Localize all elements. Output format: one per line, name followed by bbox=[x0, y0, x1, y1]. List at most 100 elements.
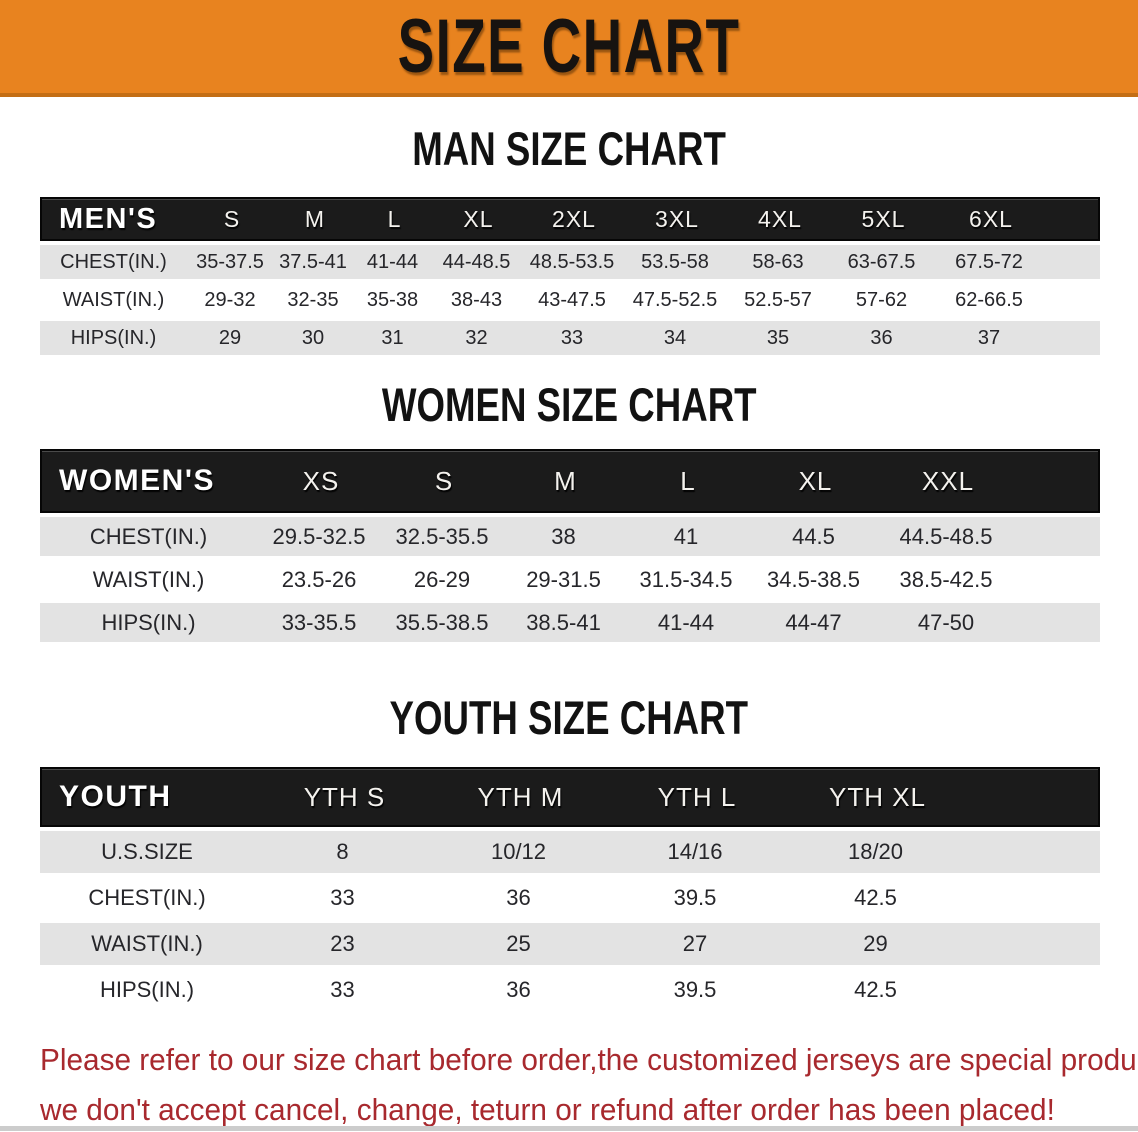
cell-value: 32 bbox=[465, 326, 488, 349]
table-title-cell: YOUTH bbox=[59, 780, 172, 813]
cell-value: 29 bbox=[218, 326, 242, 349]
row-label: WAIST(IN.) bbox=[92, 566, 205, 592]
cell-value: 18/20 bbox=[847, 839, 904, 864]
column-header: 3XL bbox=[655, 205, 699, 232]
cell-value: 29-31.5 bbox=[526, 566, 601, 592]
cell-value: 36 bbox=[870, 326, 893, 349]
column-header: XL bbox=[798, 465, 833, 496]
spacer-cell bbox=[1013, 517, 1100, 556]
cell-value: 38-43 bbox=[450, 288, 503, 311]
cell-value: 37 bbox=[977, 326, 1001, 349]
column-header: XS bbox=[302, 465, 340, 496]
column-header: M bbox=[554, 465, 577, 496]
cell-value: 25 bbox=[506, 931, 531, 956]
cell-value: 33 bbox=[560, 326, 584, 349]
table-row: U.S.SIZE 8 10/12 14/16 18/20 bbox=[40, 831, 1100, 873]
table-header-row: MEN'S S M L XL 2XL 3XL 4XL 5XL 6XL bbox=[40, 197, 1100, 241]
table-row: WAIST(IN.) 23 25 27 29 bbox=[40, 923, 1100, 965]
table-row: WAIST(IN.) 29-32 32-35 35-38 38-43 43-47.5 47.… bbox=[40, 283, 1100, 317]
cell-value: 23.5-26 bbox=[281, 566, 357, 592]
cell-value: 44.5-48.5 bbox=[899, 523, 993, 549]
banner: SIZE CHART bbox=[0, 0, 1138, 97]
column-header: M bbox=[304, 205, 326, 232]
cell-value: 27 bbox=[682, 931, 708, 956]
table-header-row: YOUTH YTH S YTH M YTH L YTH XL bbox=[40, 767, 1100, 827]
cell-value: 33 bbox=[330, 885, 355, 910]
cell-value: 38.5-42.5 bbox=[899, 566, 993, 592]
cell-value: 39.5 bbox=[673, 977, 717, 1002]
cell-value: 41-44 bbox=[366, 250, 419, 273]
cell-value: 34 bbox=[663, 326, 687, 349]
row-label: HIPS(IN.) bbox=[101, 609, 196, 635]
spacer-cell bbox=[1046, 199, 1102, 239]
cell-value: 38.5-41 bbox=[526, 609, 601, 635]
cell-value: 37.5-41 bbox=[279, 250, 347, 273]
youth-section-title-text: YOUTH SIZE CHART bbox=[389, 690, 749, 744]
column-header: YTH S bbox=[303, 781, 386, 812]
cell-value: 33-35.5 bbox=[281, 609, 357, 635]
man-section-title-text: MAN SIZE CHART bbox=[412, 121, 726, 175]
spacer-cell bbox=[967, 831, 1100, 873]
women-size-table: WOMEN'S XS S M L XL XXL CHEST(IN.) 29.5-32.5 32.5… bbox=[40, 449, 1100, 642]
spacer-cell bbox=[1044, 321, 1100, 355]
row-label: U.S.SIZE bbox=[101, 839, 193, 864]
row-label: WAIST(IN.) bbox=[91, 931, 203, 956]
table-row: HIPS(IN.) 29 30 31 32 33 34 35 36 37 bbox=[40, 321, 1100, 355]
column-header: S bbox=[434, 465, 454, 496]
row-label: HIPS(IN.) bbox=[70, 326, 157, 349]
spacer-cell bbox=[1044, 245, 1100, 279]
spacer-cell bbox=[1013, 560, 1100, 599]
disclaimer-line-1: Please refer to our size chart before or… bbox=[40, 1042, 1138, 1077]
column-header: XL bbox=[463, 205, 494, 232]
cell-value: 44.5 bbox=[792, 523, 835, 549]
cell-value: 31 bbox=[381, 326, 404, 349]
spacer-cell bbox=[967, 877, 1100, 919]
cell-value: 29 bbox=[863, 931, 888, 956]
cell-value: 43-47.5 bbox=[538, 288, 606, 311]
cell-value: 44-47 bbox=[785, 609, 842, 635]
cell-value: 10/12 bbox=[490, 839, 547, 864]
row-label: HIPS(IN.) bbox=[99, 977, 195, 1002]
disclaimer-line-2: we don't accept cancel, change, teturn o… bbox=[40, 1092, 1055, 1127]
cell-value: 41 bbox=[673, 523, 699, 549]
cell-value: 42.5 bbox=[854, 885, 897, 910]
table-row: CHEST(IN.) 35-37.5 37.5-41 41-44 44-48.5 48.5… bbox=[40, 245, 1100, 279]
cell-value: 36 bbox=[506, 977, 531, 1002]
bottom-divider bbox=[0, 1126, 1138, 1131]
column-header: 4XL bbox=[758, 205, 802, 232]
cell-value: 32-35 bbox=[287, 288, 339, 311]
cell-value: 57-62 bbox=[855, 288, 908, 311]
spacer-cell bbox=[969, 769, 1102, 825]
youth-section-title: YOUTH SIZE CHART bbox=[0, 691, 1138, 744]
column-header: YTH M bbox=[477, 781, 564, 812]
cell-value: 47-50 bbox=[917, 609, 975, 635]
spacer-cell bbox=[1013, 603, 1100, 642]
cell-value: 62-66.5 bbox=[955, 288, 1023, 311]
cell-value: 23 bbox=[330, 931, 355, 956]
column-header: 6XL bbox=[969, 205, 1013, 232]
cell-value: 39.5 bbox=[673, 885, 717, 910]
cell-value: 47.5-52.5 bbox=[632, 288, 718, 311]
cell-value: 35.5-38.5 bbox=[395, 609, 489, 635]
spacer-cell bbox=[1044, 283, 1100, 317]
spacer-cell bbox=[967, 969, 1100, 1011]
column-header: L bbox=[387, 205, 402, 232]
cell-value: 29-32 bbox=[204, 288, 256, 311]
spacer-cell bbox=[967, 923, 1100, 965]
men-size-table: MEN'S S M L XL 2XL 3XL 4XL 5XL 6XL CHEST(IN.) 35-37… bbox=[40, 197, 1100, 355]
cell-value: 44-48.5 bbox=[442, 250, 511, 273]
table-header-row: WOMEN'S XS S M L XL XXL bbox=[40, 449, 1100, 513]
cell-value: 30 bbox=[301, 326, 325, 349]
row-label: CHEST(IN.) bbox=[88, 885, 206, 910]
row-label: WAIST(IN.) bbox=[62, 288, 165, 311]
column-header: YTH L bbox=[657, 781, 737, 812]
cell-value: 58-63 bbox=[752, 250, 804, 273]
cell-value: 53.5-58 bbox=[641, 250, 709, 273]
cell-value: 29.5-32.5 bbox=[272, 523, 366, 549]
table-row: CHEST(IN.) 33 36 39.5 42.5 bbox=[40, 877, 1100, 919]
cell-value: 35-38 bbox=[366, 288, 419, 311]
spacer-cell bbox=[1015, 451, 1102, 511]
cell-value: 63-67.5 bbox=[847, 250, 916, 273]
cell-value: 48.5-53.5 bbox=[529, 250, 615, 273]
